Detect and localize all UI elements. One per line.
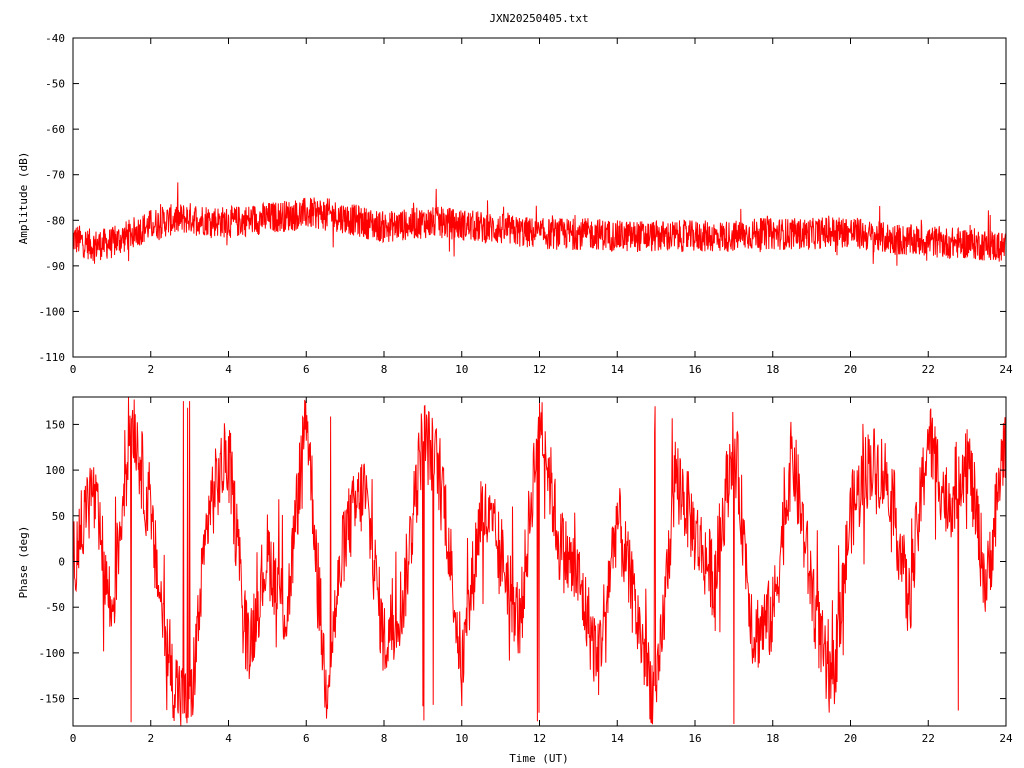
y-tick-label: -100	[39, 647, 66, 660]
chart-title: JXN20250405.txt	[489, 12, 588, 25]
x-tick-label: 10	[455, 732, 468, 745]
x-tick-label: 4	[225, 732, 232, 745]
x-tick-label: 20	[844, 363, 857, 376]
x-tick-label: 18	[766, 732, 779, 745]
phase-panel: 0 2 4 6 8 10 12 14 16 18 20 22 24-150-100-5005010015…	[17, 396, 1013, 765]
x-tick-label: 16	[688, 363, 701, 376]
x-tick-label: 4	[225, 363, 232, 376]
x-tick-label: 2	[147, 732, 154, 745]
y-tick-label: -100	[39, 305, 66, 318]
y-tick-label: 100	[45, 464, 65, 477]
y-tick-label: -150	[39, 693, 66, 706]
x-tick-label: 10	[455, 363, 468, 376]
x-tick-label: 12	[533, 732, 546, 745]
amplitude-series	[72, 182, 1007, 266]
x-tick-label: 14	[611, 363, 625, 376]
amplitude-plot-frame	[72, 37, 1007, 358]
x-tick-label: 18	[766, 363, 779, 376]
x-tick-label: 2	[147, 363, 154, 376]
y-tick-label: -50	[45, 601, 65, 614]
phase-y-axis-label: Phase (deg)	[17, 526, 30, 599]
x-tick-label: 0	[70, 732, 77, 745]
phase-series	[72, 397, 1007, 726]
phase-x-axis-label: Time (UT)	[509, 752, 569, 765]
y-tick-label: 50	[52, 510, 65, 523]
x-tick-label: 24	[999, 732, 1013, 745]
y-tick-label: -110	[39, 351, 66, 364]
y-tick-label: 0	[58, 556, 65, 569]
x-tick-label: 8	[381, 732, 388, 745]
y-tick-label: -70	[45, 169, 65, 182]
x-tick-label: 0	[70, 363, 77, 376]
y-tick-label: 150	[45, 418, 65, 431]
y-tick-label: -80	[45, 214, 65, 227]
y-tick-label: -50	[45, 78, 65, 91]
x-tick-label: 20	[844, 732, 857, 745]
x-tick-label: 8	[381, 363, 388, 376]
amplitude-ticks: 0 2 4 6 8 10 12 14 16 18 20 22 24-110-100-90-80-70-6…	[39, 32, 1013, 376]
amplitude-y-axis-label: Amplitude (dB)	[17, 152, 30, 245]
phase-ticks: 0 2 4 6 8 10 12 14 16 18 20 22 24-150-100-5005010015…	[39, 397, 1013, 745]
y-tick-label: -60	[45, 123, 65, 136]
y-tick-label: -90	[45, 260, 65, 273]
x-tick-label: 6	[303, 363, 310, 376]
x-tick-label: 14	[611, 732, 625, 745]
y-tick-label: -40	[45, 32, 65, 45]
x-tick-label: 22	[922, 363, 935, 376]
x-tick-label: 24	[999, 363, 1013, 376]
amplitude-panel: 0 2 4 6 8 10 12 14 16 18 20 22 24-110-100-90-80-70-6…	[17, 32, 1013, 376]
x-tick-label: 22	[922, 732, 935, 745]
x-tick-label: 12	[533, 363, 546, 376]
x-tick-label: 6	[303, 732, 310, 745]
x-tick-label: 16	[688, 732, 701, 745]
